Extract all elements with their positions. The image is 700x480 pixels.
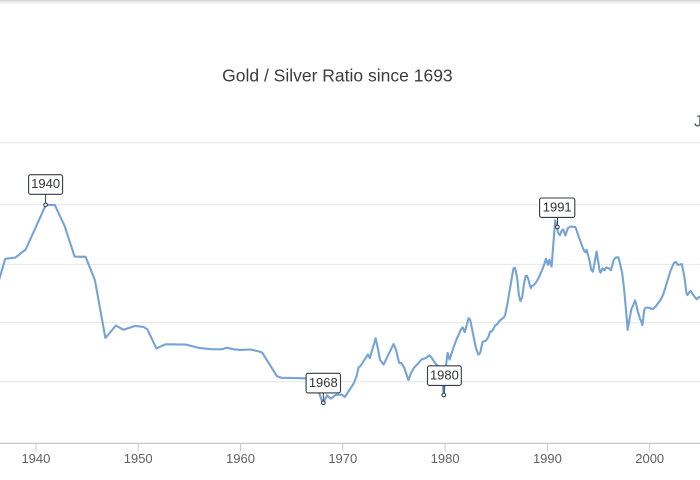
svg-text:1990: 1990 xyxy=(533,451,562,466)
svg-text:1960: 1960 xyxy=(226,451,255,466)
svg-text:1940: 1940 xyxy=(31,176,60,191)
svg-text:1991: 1991 xyxy=(543,200,572,215)
svg-text:1940: 1940 xyxy=(21,451,50,466)
svg-text:Gold / Silver Ratio since 1693: Gold / Silver Ratio since 1693 xyxy=(222,66,453,86)
svg-text:1980: 1980 xyxy=(431,451,460,466)
svg-text:1970: 1970 xyxy=(328,451,357,466)
svg-text:2000: 2000 xyxy=(635,451,664,466)
svg-text:1980: 1980 xyxy=(430,367,459,382)
svg-text:1968: 1968 xyxy=(309,375,338,390)
svg-text:1950: 1950 xyxy=(124,451,153,466)
svg-text:Ja: Ja xyxy=(694,113,700,130)
